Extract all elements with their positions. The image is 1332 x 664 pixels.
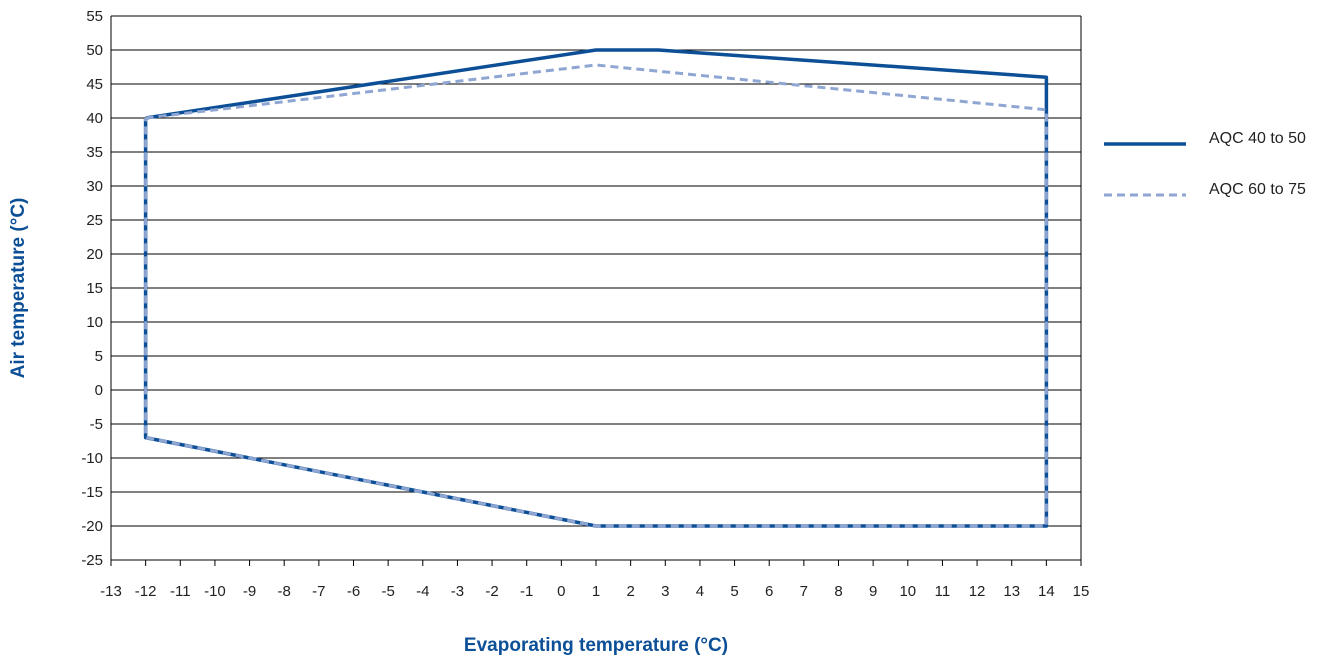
x-tick-label: -12 bbox=[135, 583, 157, 600]
x-tick-label: -13 bbox=[100, 583, 122, 600]
y-tick-label: 45 bbox=[86, 76, 103, 93]
series bbox=[143, 48, 1049, 528]
x-tick-label: -7 bbox=[312, 583, 325, 600]
x-tick-label: 10 bbox=[899, 583, 916, 600]
x-tick-label: -4 bbox=[416, 583, 429, 600]
x-tick-label: 2 bbox=[626, 583, 634, 600]
legend: AQC 40 to 50 AQC 60 to 75 bbox=[1104, 130, 1306, 198]
x-tick-label: 11 bbox=[935, 583, 951, 600]
x-axis-title: Evaporating temperature (°C) bbox=[464, 635, 728, 656]
y-tick-label: -25 bbox=[81, 552, 103, 569]
legend-label-1: AQC 40 to 50 bbox=[1209, 130, 1306, 147]
y-tick-label: 25 bbox=[86, 212, 103, 229]
y-tick-label: 10 bbox=[86, 314, 103, 331]
y-tick-label: -5 bbox=[90, 416, 103, 433]
x-tick-label: 1 bbox=[592, 583, 600, 600]
y-tick-label: 15 bbox=[86, 280, 103, 297]
x-tick-label: -8 bbox=[278, 583, 291, 600]
y-tick-label: 0 bbox=[95, 382, 103, 399]
x-tick-label: 0 bbox=[557, 583, 565, 600]
x-tick-label: 6 bbox=[765, 583, 773, 600]
x-tick-label: 3 bbox=[661, 583, 669, 600]
legend-label-2: AQC 60 to 75 bbox=[1209, 181, 1306, 198]
x-tick-label: 8 bbox=[834, 583, 842, 600]
x-tick-label: -3 bbox=[451, 583, 464, 600]
x-tick-label: 12 bbox=[969, 583, 986, 600]
y-tick-label: 20 bbox=[86, 246, 103, 263]
x-tick-label: 9 bbox=[869, 583, 877, 600]
y-tick-labels: -25 -20 -15 -10 -5 0 5 10 15 20 25 30 35 40 45 50 55 bbox=[81, 8, 103, 569]
y-axis-title: Air temperature (°C) bbox=[8, 198, 29, 379]
x-tick-label: -11 bbox=[170, 583, 191, 600]
x-tick-label: 15 bbox=[1073, 583, 1090, 600]
y-tick-label: -10 bbox=[81, 450, 103, 467]
axes bbox=[110, 16, 1082, 566]
grid bbox=[111, 15, 1081, 561]
x-tick-label: 5 bbox=[730, 583, 738, 600]
y-tick-label: -20 bbox=[81, 518, 103, 535]
x-tick-label: -1 bbox=[520, 583, 533, 600]
x-tick-label: -2 bbox=[485, 583, 498, 600]
x-tick-label: -5 bbox=[381, 583, 394, 600]
y-tick-label: 35 bbox=[86, 144, 103, 161]
x-tick-label: 13 bbox=[1003, 583, 1020, 600]
x-tick-labels: -13 -12 -11 -10 -9 -8 -7 -6 -5 -4 -3 -2 -1 0 1 2 3 4 5 6 7 8 9… bbox=[100, 583, 1089, 600]
x-tick-label: 7 bbox=[800, 583, 808, 600]
y-tick-label: 40 bbox=[86, 110, 103, 127]
y-tick-label: 30 bbox=[86, 178, 103, 195]
y-tick-label: 5 bbox=[95, 348, 103, 365]
x-tick-label: -10 bbox=[204, 583, 226, 600]
y-tick-label: 50 bbox=[86, 42, 103, 59]
y-tick-label: 55 bbox=[86, 8, 103, 25]
x-tick-label: -9 bbox=[243, 583, 256, 600]
x-tick-label: 4 bbox=[696, 583, 704, 600]
x-tick-label: -6 bbox=[347, 583, 360, 600]
y-tick-label: -15 bbox=[81, 484, 103, 501]
x-tick-label: 14 bbox=[1038, 583, 1055, 600]
